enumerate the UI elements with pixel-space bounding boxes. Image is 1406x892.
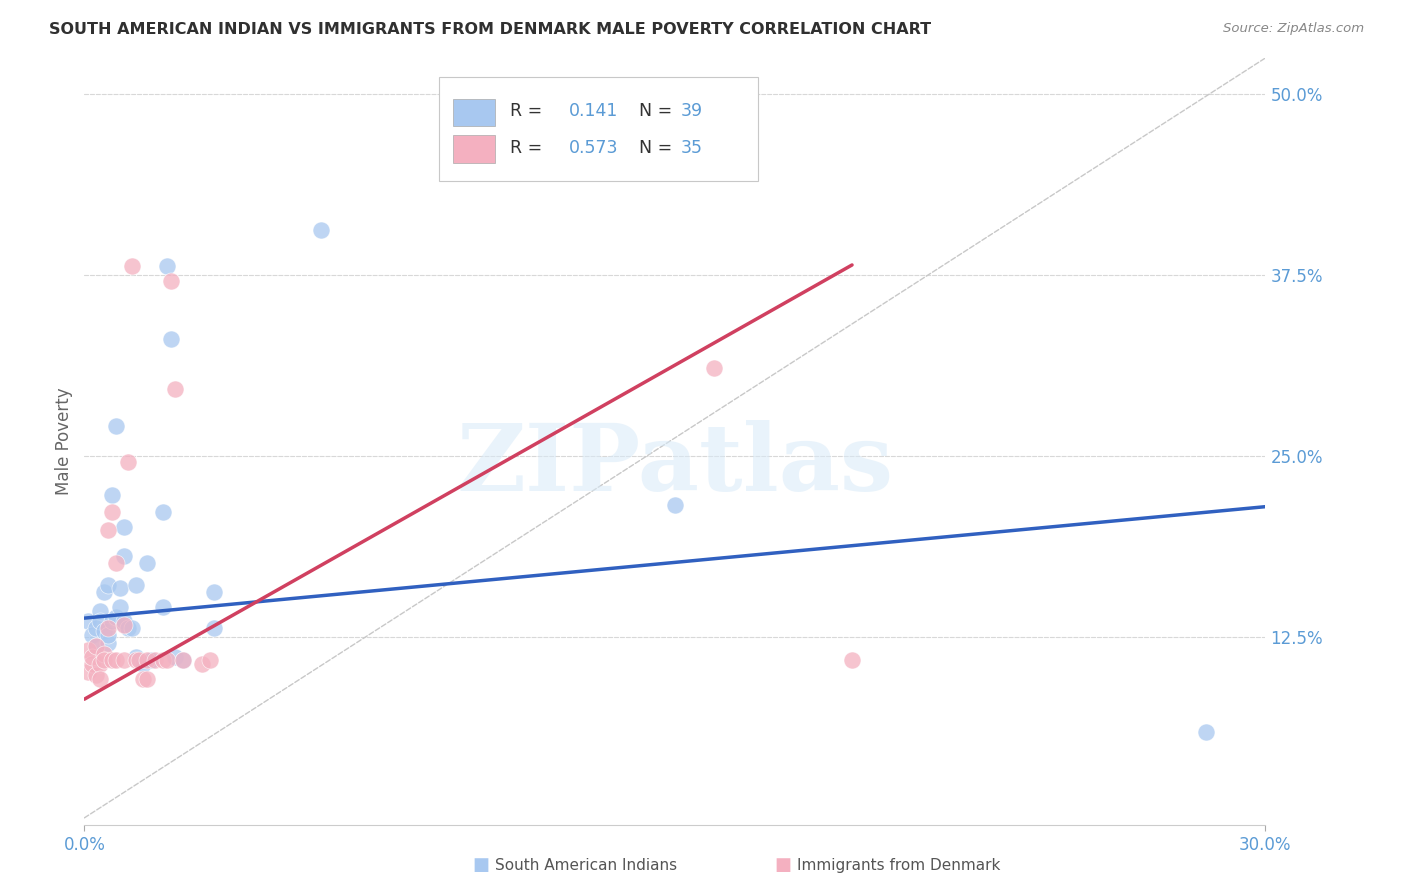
Text: ■: ■ [472, 856, 489, 874]
Point [703, 360, 725, 375]
Point [202, 621, 225, 635]
Point [132, 657, 155, 672]
Point [121, 621, 143, 635]
Point [124, 578, 146, 592]
Point [97, 628, 120, 642]
Point [104, 556, 127, 570]
Point [128, 653, 150, 667]
Text: Immigrants from Denmark: Immigrants from Denmark [797, 858, 1001, 872]
Point [93, 653, 115, 667]
Point [101, 506, 124, 520]
Point [152, 506, 174, 520]
Point [124, 653, 146, 667]
Point [163, 383, 186, 397]
Text: ■: ■ [775, 856, 792, 874]
Text: 0.141: 0.141 [568, 102, 619, 120]
Point [141, 653, 163, 667]
Point [117, 455, 139, 469]
Point [1195, 725, 1218, 739]
Text: N =: N = [627, 139, 678, 157]
Point [200, 653, 222, 667]
Point [156, 653, 179, 667]
Point [77, 643, 100, 657]
Point [121, 260, 143, 274]
Point [93, 648, 115, 662]
Text: R =: R = [509, 102, 553, 120]
Point [104, 653, 127, 667]
Point [160, 332, 183, 346]
Point [97, 621, 120, 635]
Y-axis label: Male Poverty: Male Poverty [55, 388, 73, 495]
Point [172, 653, 194, 667]
Text: 35: 35 [681, 139, 703, 157]
Point [202, 585, 225, 599]
Point [112, 616, 135, 631]
Point [160, 274, 183, 288]
Point [77, 614, 100, 628]
Point [82, 650, 104, 665]
Point [143, 653, 166, 667]
Point [108, 599, 131, 614]
Point [101, 653, 124, 667]
Point [152, 653, 174, 667]
Text: ZIPatlas: ZIPatlas [457, 419, 893, 509]
Text: R =: R = [509, 139, 547, 157]
Point [124, 650, 146, 665]
Text: N =: N = [627, 102, 678, 120]
Text: SOUTH AMERICAN INDIAN VS IMMIGRANTS FROM DENMARK MALE POVERTY CORRELATION CHART: SOUTH AMERICAN INDIAN VS IMMIGRANTS FROM… [49, 22, 931, 37]
Point [117, 621, 139, 635]
Point [132, 672, 155, 686]
Point [77, 665, 100, 679]
Bar [453, 99, 495, 127]
Point [97, 578, 120, 592]
Point [112, 520, 135, 534]
Point [156, 260, 179, 274]
Point [104, 609, 127, 624]
Point [101, 488, 124, 502]
Point [93, 585, 115, 599]
Point [112, 549, 135, 563]
Point [84, 667, 107, 681]
Point [84, 639, 107, 653]
Point [172, 653, 194, 667]
Point [84, 639, 107, 653]
Point [97, 523, 120, 537]
Point [664, 498, 686, 512]
Point [82, 628, 104, 642]
Point [89, 614, 111, 628]
Point [112, 653, 135, 667]
Point [108, 581, 131, 595]
Point [136, 653, 159, 667]
Point [84, 621, 107, 635]
Point [112, 618, 135, 632]
Text: Source: ZipAtlas.com: Source: ZipAtlas.com [1223, 22, 1364, 36]
Point [89, 672, 111, 686]
Point [152, 599, 174, 614]
Point [136, 672, 159, 686]
Point [89, 657, 111, 672]
Text: 0.573: 0.573 [568, 139, 619, 157]
Point [101, 614, 124, 628]
Point [97, 636, 120, 650]
Point [112, 614, 135, 628]
Point [136, 556, 159, 570]
Bar [453, 136, 495, 163]
Point [841, 653, 863, 667]
FancyBboxPatch shape [439, 77, 758, 181]
Point [104, 418, 127, 433]
Text: 39: 39 [681, 102, 703, 120]
Point [191, 657, 214, 672]
Point [309, 223, 332, 237]
Point [89, 604, 111, 618]
Point [93, 624, 115, 639]
Text: South American Indians: South American Indians [495, 858, 678, 872]
Point [82, 657, 104, 672]
Point [163, 650, 186, 665]
